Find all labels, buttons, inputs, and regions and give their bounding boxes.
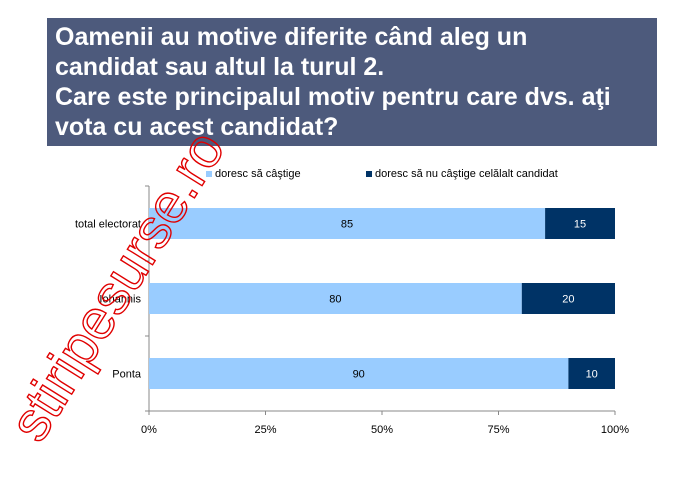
bar-segment: [149, 208, 546, 239]
legend-swatch: [366, 171, 372, 177]
legend-label: doresc să nu câştige celălalt candidat: [375, 168, 558, 180]
title-line-1: Oamenii au motive diferite când aleg un: [55, 23, 528, 51]
bar-segment: [521, 283, 615, 314]
bar-segment: [568, 358, 615, 389]
title-banner: Oamenii au motive diferite când aleg un …: [47, 18, 657, 146]
legend-swatch: [206, 171, 212, 177]
title-line-2: candidat sau altul la turul 2.: [55, 53, 385, 81]
bar-segment: [149, 358, 569, 389]
legend-label: doresc să câştige: [215, 168, 301, 180]
bar-segment: [149, 283, 522, 314]
x-tick-label: 100%: [601, 424, 629, 436]
title-line-4: vota cu acest candidat?: [55, 113, 339, 141]
bar-segment: [545, 208, 615, 239]
x-tick-label: 50%: [371, 424, 393, 436]
x-tick-label: 25%: [254, 424, 276, 436]
bar-value-label: 90: [353, 369, 365, 381]
bar-value-label: 20: [562, 294, 574, 306]
bar-value-label: 85: [341, 219, 353, 231]
x-tick-label: 75%: [487, 424, 509, 436]
y-category-label: Iohannis: [99, 294, 141, 306]
y-category-label: Ponta: [112, 369, 142, 381]
bar-value-label: 15: [574, 219, 586, 231]
y-category-label: total electorat: [75, 219, 141, 231]
bar-value-label: 80: [329, 294, 341, 306]
title-line-3: Care este principalul motiv pentru care …: [55, 83, 611, 111]
x-tick-label: 0%: [141, 424, 157, 436]
bar-value-label: 10: [586, 369, 598, 381]
